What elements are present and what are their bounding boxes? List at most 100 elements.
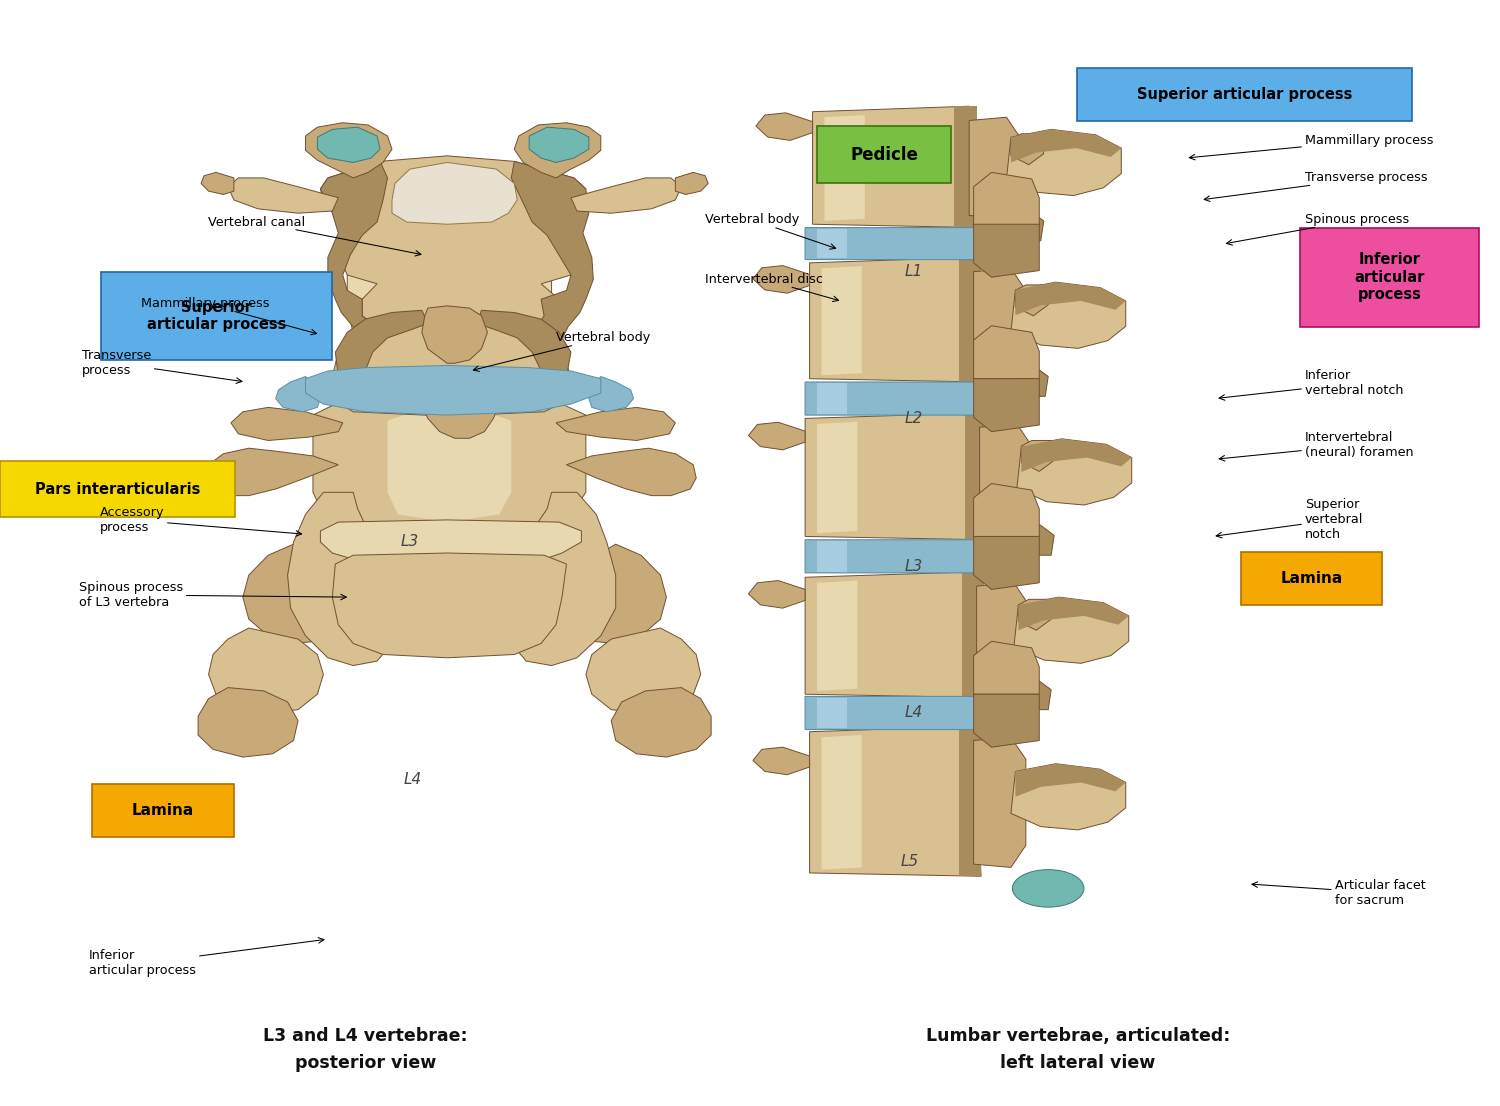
Polygon shape [822, 267, 862, 375]
Polygon shape [1011, 210, 1044, 241]
Polygon shape [514, 123, 602, 178]
Polygon shape [1016, 282, 1126, 315]
Polygon shape [1022, 440, 1054, 471]
Polygon shape [1011, 134, 1044, 165]
Text: L1: L1 [904, 264, 922, 279]
Polygon shape [276, 376, 321, 411]
Text: L4: L4 [404, 772, 422, 786]
Text: Superior
articular process: Superior articular process [147, 300, 286, 332]
Text: Vertebral body: Vertebral body [705, 213, 836, 249]
Text: Intervertebral disc: Intervertebral disc [705, 273, 839, 302]
Polygon shape [228, 178, 339, 213]
Text: Spinous process: Spinous process [1227, 213, 1408, 246]
FancyBboxPatch shape [1077, 67, 1412, 121]
Polygon shape [321, 520, 582, 564]
Polygon shape [974, 738, 1026, 867]
Polygon shape [314, 396, 586, 539]
Text: Lamina: Lamina [1281, 571, 1342, 586]
Polygon shape [753, 748, 810, 774]
Polygon shape [209, 628, 324, 713]
Polygon shape [958, 727, 981, 876]
Polygon shape [969, 117, 1022, 219]
Polygon shape [530, 127, 590, 163]
Polygon shape [392, 163, 518, 225]
Text: Transverse
process: Transverse process [82, 349, 242, 384]
Text: Vertebral canal: Vertebral canal [209, 216, 422, 255]
Polygon shape [954, 106, 976, 228]
Text: Accessory
process: Accessory process [99, 505, 302, 536]
Polygon shape [572, 544, 666, 644]
Polygon shape [818, 383, 848, 414]
Polygon shape [748, 581, 806, 608]
Polygon shape [806, 413, 987, 540]
Polygon shape [1014, 597, 1128, 664]
Polygon shape [974, 536, 1040, 589]
Polygon shape [974, 326, 1040, 378]
Polygon shape [1019, 679, 1052, 710]
Polygon shape [572, 178, 681, 213]
Polygon shape [675, 173, 708, 195]
Polygon shape [321, 156, 586, 437]
Polygon shape [306, 365, 602, 415]
Text: left lateral view: left lateral view [1000, 1054, 1155, 1072]
Text: L3: L3 [400, 534, 418, 550]
Polygon shape [818, 698, 848, 729]
Polygon shape [974, 269, 1026, 373]
FancyBboxPatch shape [1300, 228, 1479, 327]
Polygon shape [753, 265, 810, 293]
Polygon shape [1011, 129, 1122, 163]
Polygon shape [422, 376, 500, 438]
Polygon shape [231, 407, 344, 440]
Text: Transverse process: Transverse process [1204, 171, 1428, 201]
Ellipse shape [1013, 869, 1084, 907]
Polygon shape [288, 492, 398, 666]
Polygon shape [748, 422, 806, 450]
Polygon shape [806, 382, 986, 415]
Polygon shape [1019, 599, 1052, 630]
Text: L2: L2 [904, 411, 922, 426]
Polygon shape [556, 407, 675, 440]
Polygon shape [477, 311, 572, 393]
FancyBboxPatch shape [0, 461, 236, 517]
Polygon shape [813, 106, 976, 228]
Polygon shape [346, 253, 552, 362]
Polygon shape [567, 448, 696, 495]
Polygon shape [818, 581, 858, 691]
Polygon shape [1011, 282, 1126, 348]
Text: Intervertebral
(neural) foramen: Intervertebral (neural) foramen [1220, 431, 1413, 461]
Polygon shape [974, 695, 1040, 748]
Polygon shape [756, 113, 813, 140]
Text: Spinous process
of L3 vertebra: Spinous process of L3 vertebra [80, 581, 347, 609]
Polygon shape [976, 583, 1029, 689]
Polygon shape [1022, 439, 1131, 472]
Polygon shape [1016, 365, 1048, 396]
Polygon shape [1016, 764, 1126, 796]
FancyBboxPatch shape [1240, 552, 1383, 605]
Text: Lamina: Lamina [132, 803, 194, 817]
Polygon shape [818, 541, 848, 572]
FancyBboxPatch shape [818, 126, 951, 184]
Polygon shape [1019, 597, 1128, 630]
Polygon shape [818, 421, 858, 533]
Polygon shape [964, 413, 987, 540]
Polygon shape [806, 572, 984, 698]
Polygon shape [974, 483, 1040, 536]
Polygon shape [822, 735, 862, 869]
Polygon shape [243, 544, 339, 644]
Polygon shape [974, 173, 1040, 226]
Polygon shape [204, 448, 339, 495]
Polygon shape [610, 688, 711, 758]
Polygon shape [201, 173, 234, 195]
Polygon shape [333, 553, 567, 658]
Polygon shape [586, 628, 700, 713]
FancyBboxPatch shape [92, 783, 234, 836]
Polygon shape [387, 409, 512, 522]
Polygon shape [590, 376, 633, 411]
Polygon shape [806, 228, 986, 260]
Polygon shape [810, 727, 981, 876]
Polygon shape [318, 127, 380, 163]
Polygon shape [1007, 129, 1122, 196]
Text: Superior
vertebral
notch: Superior vertebral notch [1216, 499, 1364, 542]
Text: Mammillary process: Mammillary process [141, 298, 316, 335]
Text: Articular facet
for sacrum: Articular facet for sacrum [1252, 879, 1425, 907]
